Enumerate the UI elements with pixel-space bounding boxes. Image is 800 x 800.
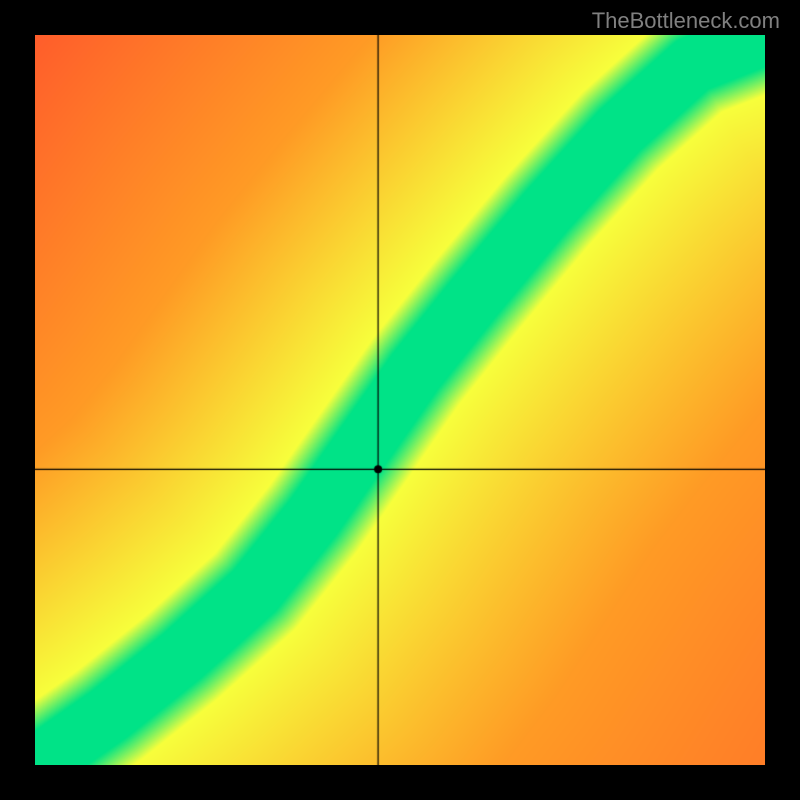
chart-container: TheBottleneck.com: [0, 0, 800, 800]
heatmap-canvas: [35, 35, 765, 765]
plot-area: [35, 35, 765, 765]
watermark-text: TheBottleneck.com: [592, 8, 780, 34]
